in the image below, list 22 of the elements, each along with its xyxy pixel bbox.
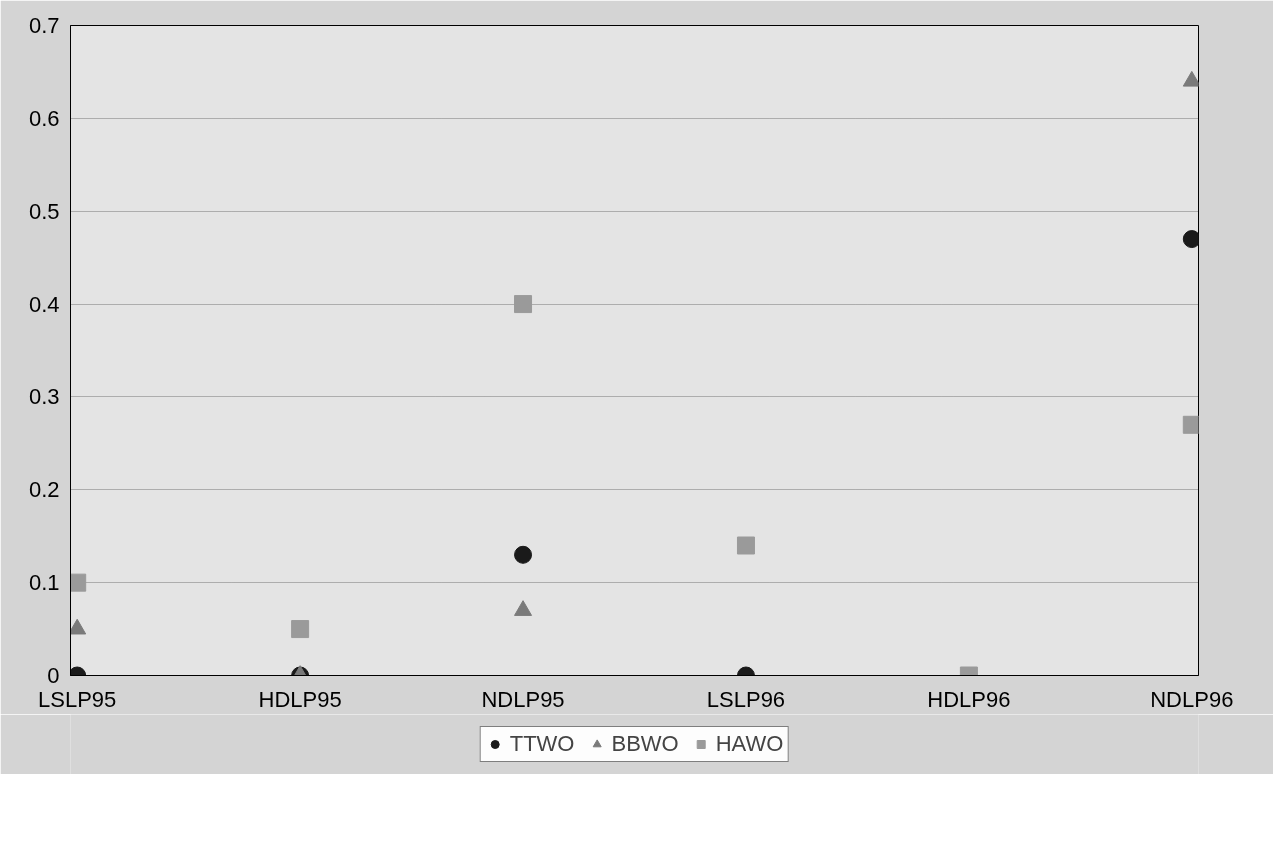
x-tick-label: LSLP95 (38, 686, 117, 712)
y-tick-label: 0.7 (28, 13, 60, 38)
y-tick-label: 0.5 (28, 198, 60, 224)
x-tick-label: NDLP96 (1150, 686, 1234, 712)
y-tick-label: 0.6 (28, 105, 60, 131)
point (1182, 230, 1199, 249)
x-tick-label: HDLP96 (927, 686, 1011, 712)
point (514, 295, 533, 314)
x-tick-label: LSLP96 (706, 686, 786, 712)
point (514, 600, 533, 616)
y-tick-label: 0.1 (28, 570, 60, 596)
x-tick-label: NDLP95 (481, 686, 565, 712)
x-tick-label: HDLP95 (258, 686, 342, 712)
y-tick-label: 0.2 (28, 477, 60, 503)
legend-label: TTWO (509, 731, 575, 757)
legend-label: BBWO (611, 731, 679, 757)
y-tick-label: 0 (47, 663, 60, 688)
y-tick-label: 0.3 (28, 384, 60, 410)
y-tick-label: 0.4 (28, 291, 60, 317)
point (1182, 415, 1199, 434)
legend-label: HAWO (715, 731, 784, 757)
point (70, 618, 87, 635)
